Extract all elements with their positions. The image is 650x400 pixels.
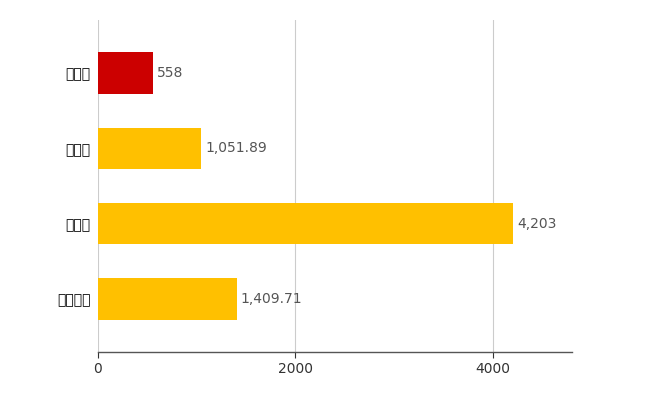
Bar — [98, 128, 202, 169]
Text: 558: 558 — [157, 66, 183, 80]
Text: 1,051.89: 1,051.89 — [205, 141, 267, 155]
Bar — [98, 203, 513, 244]
Text: 4,203: 4,203 — [517, 217, 556, 231]
Text: 1,409.71: 1,409.71 — [240, 292, 302, 306]
Bar — [98, 52, 153, 94]
Bar — [98, 278, 237, 320]
